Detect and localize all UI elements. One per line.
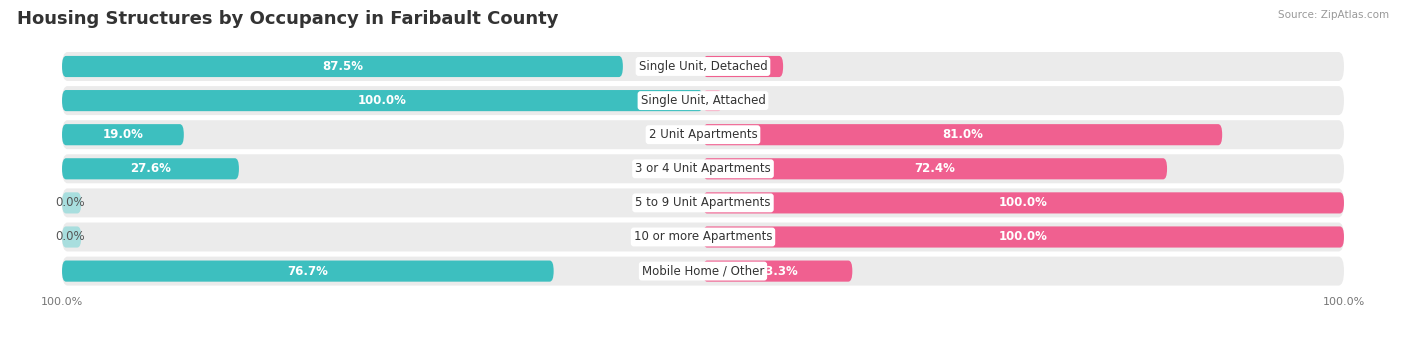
FancyBboxPatch shape — [62, 261, 554, 282]
FancyBboxPatch shape — [62, 226, 82, 248]
Text: 87.5%: 87.5% — [322, 60, 363, 73]
Text: 0.0%: 0.0% — [55, 231, 86, 243]
FancyBboxPatch shape — [62, 192, 82, 213]
FancyBboxPatch shape — [62, 158, 239, 179]
FancyBboxPatch shape — [62, 90, 703, 111]
Text: 72.4%: 72.4% — [914, 162, 956, 175]
FancyBboxPatch shape — [62, 86, 1344, 115]
FancyBboxPatch shape — [62, 52, 1344, 81]
Text: 5 to 9 Unit Apartments: 5 to 9 Unit Apartments — [636, 196, 770, 209]
Text: 2 Unit Apartments: 2 Unit Apartments — [648, 128, 758, 141]
FancyBboxPatch shape — [703, 192, 1344, 213]
Text: 3 or 4 Unit Apartments: 3 or 4 Unit Apartments — [636, 162, 770, 175]
Text: 81.0%: 81.0% — [942, 128, 983, 141]
FancyBboxPatch shape — [703, 158, 1167, 179]
Text: 23.3%: 23.3% — [758, 265, 799, 278]
FancyBboxPatch shape — [62, 222, 1344, 252]
Text: 0.0%: 0.0% — [728, 94, 758, 107]
Text: 27.6%: 27.6% — [129, 162, 172, 175]
FancyBboxPatch shape — [703, 261, 852, 282]
Text: Source: ZipAtlas.com: Source: ZipAtlas.com — [1278, 10, 1389, 20]
FancyBboxPatch shape — [62, 56, 623, 77]
FancyBboxPatch shape — [703, 56, 783, 77]
Text: 100.0%: 100.0% — [1000, 196, 1047, 209]
FancyBboxPatch shape — [62, 124, 184, 145]
Text: 10 or more Apartments: 10 or more Apartments — [634, 231, 772, 243]
Text: 12.5%: 12.5% — [723, 60, 763, 73]
Text: 100.0%: 100.0% — [1000, 231, 1047, 243]
FancyBboxPatch shape — [703, 226, 1344, 248]
FancyBboxPatch shape — [62, 120, 1344, 149]
Text: Housing Structures by Occupancy in Faribault County: Housing Structures by Occupancy in Farib… — [17, 10, 558, 28]
FancyBboxPatch shape — [703, 90, 723, 111]
Text: Mobile Home / Other: Mobile Home / Other — [641, 265, 765, 278]
Text: 19.0%: 19.0% — [103, 128, 143, 141]
Text: 76.7%: 76.7% — [287, 265, 328, 278]
FancyBboxPatch shape — [62, 154, 1344, 183]
FancyBboxPatch shape — [62, 188, 1344, 218]
FancyBboxPatch shape — [703, 124, 1222, 145]
Text: 100.0%: 100.0% — [359, 94, 406, 107]
Text: Single Unit, Attached: Single Unit, Attached — [641, 94, 765, 107]
FancyBboxPatch shape — [62, 256, 1344, 286]
Text: 0.0%: 0.0% — [55, 196, 86, 209]
Text: Single Unit, Detached: Single Unit, Detached — [638, 60, 768, 73]
